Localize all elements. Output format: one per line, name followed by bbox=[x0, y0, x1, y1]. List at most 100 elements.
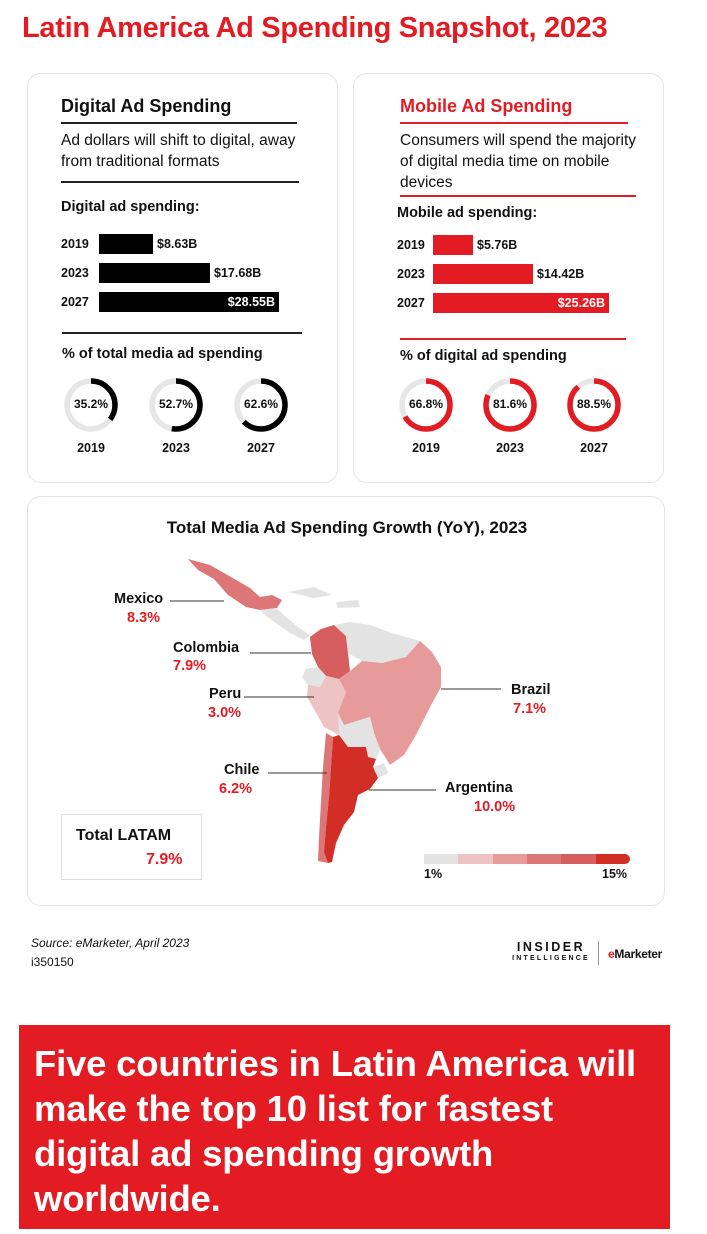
page-title: Latin America Ad Spending Snapshot, 2023 bbox=[22, 12, 608, 44]
donut-value-label: 35.2% bbox=[73, 397, 109, 411]
headline-banner: Five countries in Latin America will mak… bbox=[19, 1025, 670, 1229]
mobile-donuts-label: % of digital ad spending bbox=[400, 348, 567, 364]
bar-year-label: 2023 bbox=[61, 266, 89, 280]
scale-min-label: 1% bbox=[424, 867, 443, 881]
bar-row: 2019 $5.76B bbox=[397, 235, 657, 255]
scale-swatch bbox=[526, 854, 562, 864]
bar-year-label: 2027 bbox=[61, 295, 89, 309]
divider bbox=[61, 181, 299, 183]
digital-bars-label: Digital ad spending: bbox=[61, 199, 200, 215]
mobile-ad-spending-card: Mobile Ad Spending Consumers will spend … bbox=[353, 73, 664, 483]
bar bbox=[433, 264, 533, 284]
latam-map bbox=[170, 559, 501, 863]
donut-year-label: 2019 bbox=[412, 441, 440, 455]
map-region-bolivia bbox=[338, 713, 374, 747]
bar-value-label: $17.68B bbox=[214, 266, 262, 280]
donut: 66.8% bbox=[398, 377, 454, 433]
donut-value-label: 62.6% bbox=[243, 397, 279, 411]
bar-year-label: 2023 bbox=[397, 267, 425, 281]
map-region-chile bbox=[318, 733, 333, 863]
scale-swatch bbox=[424, 854, 459, 864]
map-region-ecuador bbox=[302, 667, 326, 687]
country-label-mexico: Mexico bbox=[114, 591, 164, 607]
total-latam-label: Total LATAM bbox=[76, 827, 172, 844]
divider bbox=[400, 195, 636, 197]
bar-row: 2027 $25.26B bbox=[397, 293, 657, 313]
bar-row: 2023 $17.68B bbox=[61, 263, 321, 283]
donut-value-label: 52.7% bbox=[158, 397, 194, 411]
mobile-card-title: Mobile Ad Spending bbox=[400, 96, 573, 116]
scale-swatch bbox=[561, 854, 596, 864]
logo-e: e bbox=[608, 947, 615, 961]
map-region-central-america bbox=[260, 608, 310, 640]
donut-value-label: 66.8% bbox=[408, 397, 444, 411]
mobile-bars-label: Mobile ad spending: bbox=[397, 205, 538, 221]
map-region-uruguay bbox=[373, 763, 388, 778]
bar bbox=[433, 293, 609, 313]
donut-year-label: 2023 bbox=[496, 441, 524, 455]
bar-row: 2019 $8.63B bbox=[61, 234, 321, 254]
digital-ad-spending-card: Digital Ad Spending Ad dollars will shif… bbox=[27, 73, 338, 483]
digital-donuts-label: % of total media ad spending bbox=[62, 346, 263, 362]
map-region-mexico bbox=[188, 559, 282, 610]
country-value-colombia: 7.9% bbox=[173, 658, 207, 674]
map-region-caribbean bbox=[288, 587, 332, 598]
donut: 88.5% bbox=[566, 377, 622, 433]
logo-rest: Marketer bbox=[614, 947, 663, 961]
country-value-mexico: 8.3% bbox=[127, 610, 161, 626]
map-title: Total Media Ad Spending Growth (YoY), 20… bbox=[166, 518, 528, 537]
bar-year-label: 2027 bbox=[397, 296, 425, 310]
scale-swatch bbox=[492, 854, 527, 864]
mobile-card-subtitle: Consumers will spend the majority of dig… bbox=[400, 132, 637, 191]
country-label-peru: Peru bbox=[209, 686, 242, 702]
map-region-colombia bbox=[310, 625, 350, 679]
divider bbox=[400, 122, 628, 124]
color-scale-legend bbox=[424, 854, 630, 864]
chart-id: i350150 bbox=[31, 955, 74, 969]
bar-row: 2023 $14.42B bbox=[397, 264, 657, 284]
country-label-colombia: Colombia bbox=[173, 640, 240, 656]
bar-value-label: $25.26B bbox=[557, 296, 605, 310]
donut-value-label: 81.6% bbox=[492, 397, 528, 411]
donut: 52.7% bbox=[148, 377, 204, 433]
scale-swatch bbox=[458, 854, 493, 864]
donut-year-label: 2019 bbox=[77, 441, 105, 455]
donut-year-label: 2027 bbox=[580, 441, 608, 455]
bar bbox=[433, 235, 473, 255]
country-label-argentina: Argentina bbox=[445, 780, 513, 796]
total-latam-value: 7.9% bbox=[146, 851, 183, 868]
scale-max-label: 15% bbox=[602, 867, 628, 881]
country-label-brazil: Brazil bbox=[511, 682, 551, 698]
logo-divider bbox=[598, 941, 599, 965]
bar-value-label: $14.42B bbox=[537, 267, 585, 281]
emarketer-logo: eMarketer bbox=[608, 947, 662, 961]
donut-year-label: 2027 bbox=[247, 441, 275, 455]
country-value-peru: 3.0% bbox=[208, 705, 242, 721]
bar-value-label: $8.63B bbox=[157, 237, 198, 251]
donut-arc bbox=[234, 378, 288, 432]
donut-value-label: 88.5% bbox=[576, 397, 612, 411]
map-region-brazil bbox=[338, 641, 441, 765]
bar-row: 2027 $28.55B bbox=[61, 292, 321, 312]
bar-value-label: $5.76B bbox=[477, 238, 518, 252]
map-region-peru bbox=[307, 676, 346, 735]
country-value-chile: 6.2% bbox=[219, 781, 253, 797]
country-label-chile: Chile bbox=[224, 762, 260, 778]
bar-year-label: 2019 bbox=[397, 238, 425, 252]
map-region-argentina bbox=[324, 735, 378, 863]
scale-swatch bbox=[595, 854, 630, 864]
total-latam-box: Total LATAM 7.9% bbox=[61, 814, 202, 880]
bar bbox=[99, 292, 279, 312]
logo-line-1: INSIDER bbox=[516, 940, 586, 954]
donut-arc bbox=[399, 378, 453, 432]
donut-year-label: 2023 bbox=[162, 441, 190, 455]
map-region-caribbean-east bbox=[336, 600, 360, 608]
source-note: Source: eMarketer, April 2023 bbox=[31, 936, 190, 950]
map-region-paraguay bbox=[366, 733, 380, 759]
donut: 35.2% bbox=[63, 377, 119, 433]
bar bbox=[99, 234, 153, 254]
donut: 81.6% bbox=[482, 377, 538, 433]
insider-intelligence-logo: INSIDER INTELLIGENCE bbox=[506, 940, 596, 962]
digital-card-title: Digital Ad Spending bbox=[61, 96, 232, 116]
bar bbox=[99, 263, 210, 283]
